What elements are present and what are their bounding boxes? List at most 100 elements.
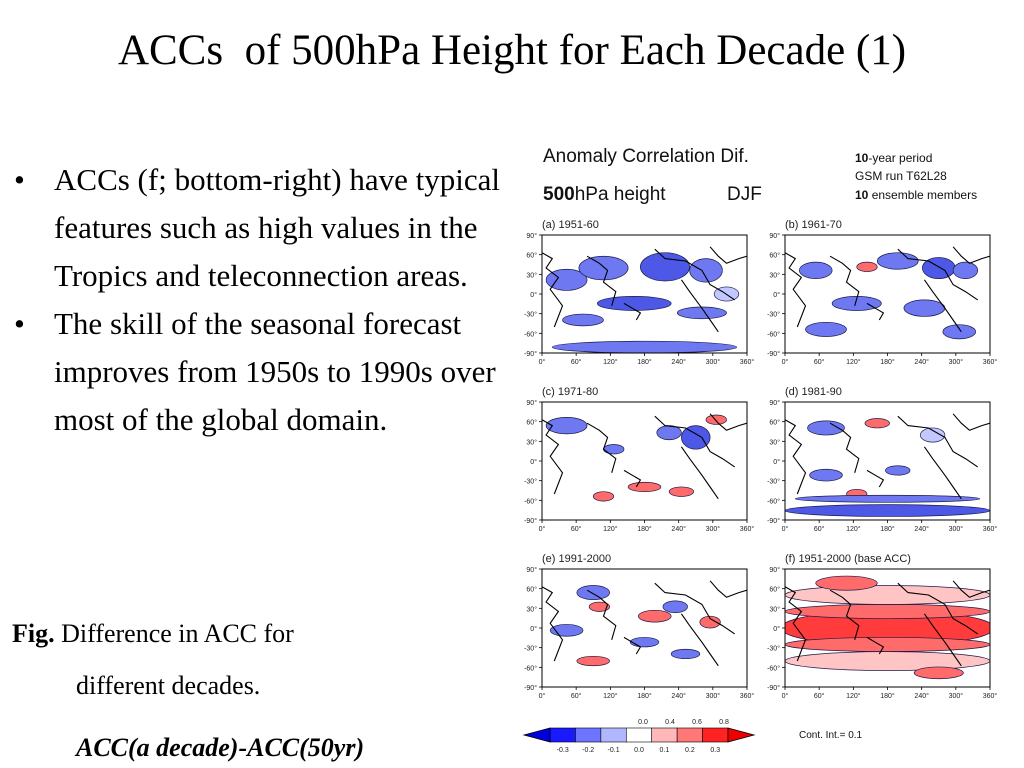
anomaly-region: [603, 444, 625, 455]
lon-tick-label: 0°: [539, 525, 546, 533]
figure-season: DJF: [727, 184, 762, 205]
coastline: [542, 252, 564, 328]
anomaly-region: [785, 651, 990, 671]
lat-tick-label: -90°: [767, 517, 780, 525]
anomaly-region: [885, 465, 911, 476]
lat-tick-label: 0°: [773, 458, 780, 466]
lon-tick-label: 180°: [880, 358, 895, 366]
anomaly-region: [670, 648, 701, 660]
colorbar-bottom-tick: 0.2: [685, 747, 695, 754]
bullet-item: • ACCs (f; bottom-right) have typical fe…: [14, 156, 519, 300]
anomaly-region: [785, 504, 990, 517]
anomaly-region: [831, 296, 882, 311]
colorbar-bottom-tick: 0.1: [660, 747, 670, 754]
lat-tick-label: 30°: [526, 605, 537, 613]
caption-label: Fig.: [12, 619, 55, 648]
colorbar-swatch: [600, 727, 627, 743]
lon-tick-label: 240°: [671, 358, 686, 366]
coastline: [785, 252, 807, 328]
anomaly-region: [549, 624, 584, 637]
colorbar: 0.0 0.4 0.6 0.8 -0.3 -0.2 -0.1 0.0 0.1 0.2 0.3: [522, 719, 756, 754]
coastline: [586, 255, 617, 306]
anomaly-region: [596, 296, 672, 311]
lon-tick-label: 360°: [983, 525, 998, 533]
lat-tick-label: -60°: [524, 664, 537, 672]
panel-label: (e) 1991-2000: [542, 553, 611, 565]
coastline: [897, 248, 979, 301]
map-background: [542, 235, 747, 353]
lat-tick-label: 90°: [769, 232, 780, 240]
coastline: [542, 419, 564, 495]
anomaly-field: [542, 246, 747, 353]
lon-tick-label: 360°: [983, 692, 998, 700]
coastline: [623, 302, 642, 321]
anomaly-region: [785, 585, 990, 605]
lon-tick-label: 120°: [603, 525, 618, 533]
lat-tick-label: -60°: [524, 497, 537, 505]
lat-tick-label: 0°: [773, 625, 780, 633]
contour-interval-label: Cont. Int.= 0.1: [799, 730, 863, 741]
anomaly-field: [785, 246, 990, 340]
bullet-list: • ACCs (f; bottom-right) have typical fe…: [14, 156, 519, 444]
bullet-dot-icon: •: [14, 306, 25, 341]
panel-label: (a) 1951-60: [542, 219, 599, 231]
lon-tick-label: 360°: [740, 525, 755, 533]
anomaly-region: [545, 416, 588, 435]
anomaly-region: [876, 252, 919, 270]
colorbar-bottom-tick: -0.3: [557, 747, 569, 754]
anomaly-region: [578, 255, 629, 281]
lon-tick-label: 120°: [603, 692, 618, 700]
lat-tick-label: 30°: [769, 605, 780, 613]
colorbar-right-arrow-icon: [727, 727, 756, 743]
caption-text: Difference in ACC for: [61, 619, 294, 648]
lat-tick-label: 30°: [526, 271, 537, 279]
lon-tick-label: 120°: [846, 692, 861, 700]
coastline: [897, 415, 979, 468]
colorbar-left-arrow-icon: [522, 727, 551, 743]
figure-caption: Fig. Difference in ACC for: [12, 614, 294, 654]
lat-tick-label: 90°: [769, 566, 780, 574]
lon-tick-label: 60°: [814, 525, 825, 533]
colorbar-bottom-tick: -0.1: [608, 747, 620, 754]
anomaly-region: [864, 418, 890, 429]
lat-tick-label: -60°: [767, 330, 780, 338]
anomaly-region: [856, 261, 878, 272]
anomaly-region: [919, 427, 946, 443]
lat-tick-label: 0°: [530, 625, 537, 633]
lat-tick-label: 60°: [769, 252, 780, 260]
lon-tick-label: 300°: [949, 692, 964, 700]
anomaly-region: [576, 585, 610, 601]
panel-label: (f) 1951-2000 (base ACC): [785, 553, 911, 565]
lat-tick-label: 90°: [526, 566, 537, 574]
lon-tick-label: 0°: [782, 525, 789, 533]
coastline: [654, 582, 736, 635]
panel-label: (b) 1961-70: [785, 219, 842, 231]
coastline: [586, 422, 617, 473]
anomaly-region: [799, 261, 833, 280]
lon-tick-label: 360°: [740, 358, 755, 366]
lat-tick-label: -30°: [524, 645, 537, 653]
anomaly-region: [592, 491, 615, 502]
anomaly-region: [942, 324, 977, 340]
lat-tick-label: -90°: [524, 517, 537, 525]
figure-title: Anomaly Correlation Dif.: [543, 146, 749, 167]
anomaly-region: [815, 575, 878, 591]
lon-tick-label: 180°: [637, 692, 652, 700]
lat-tick-label: -90°: [767, 350, 780, 358]
coastline: [623, 636, 642, 655]
coastline: [952, 246, 990, 264]
lat-tick-label: 90°: [526, 232, 537, 240]
lon-tick-label: 0°: [539, 692, 546, 700]
coastline: [680, 279, 719, 333]
coastline: [952, 413, 990, 431]
lon-tick-label: 240°: [671, 692, 686, 700]
slide-title: ACCs of 500hPa Height for Each Decade (1…: [117, 27, 907, 74]
lat-tick-label: -60°: [767, 497, 780, 505]
lat-tick-label: 0°: [530, 291, 537, 299]
anomaly-region: [676, 306, 727, 320]
anomaly-region: [952, 261, 979, 280]
coastline: [829, 422, 860, 473]
